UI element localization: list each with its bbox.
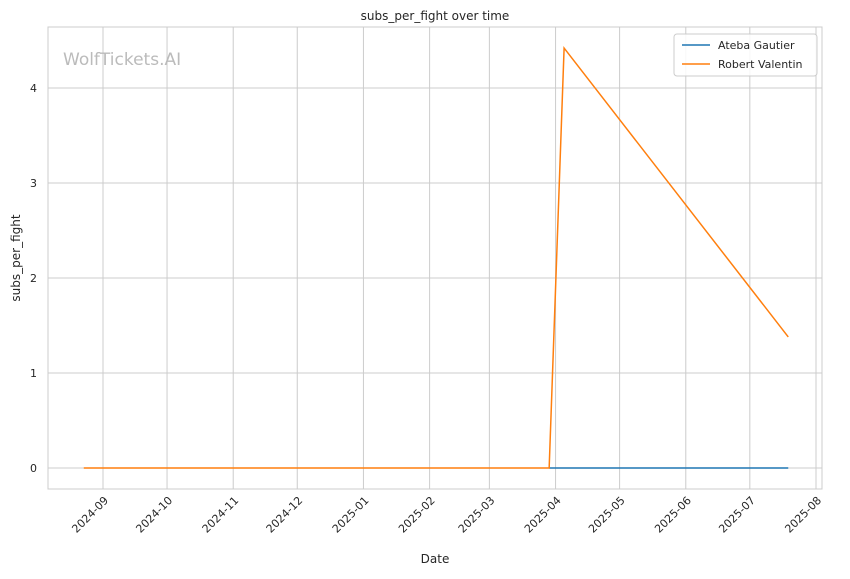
- y-tick-label: 4: [30, 82, 37, 95]
- series-lines: [83, 46, 789, 469]
- x-tick-label: 2025-05: [586, 494, 628, 536]
- x-tick-label: 2025-04: [522, 494, 564, 536]
- watermark: WolfTickets.AI: [63, 50, 181, 70]
- x-tick-label: 2024-10: [133, 494, 175, 536]
- x-tick-label: 2025-03: [456, 494, 498, 536]
- x-tick-label: 2025-07: [716, 494, 758, 536]
- legend: Ateba Gautier Robert Valentin: [673, 33, 818, 77]
- y-tick-labels: 0 1 2 3 4: [30, 82, 37, 475]
- y-tick-label: 1: [30, 367, 37, 380]
- x-tick-label: 2024-09: [69, 494, 111, 536]
- series-line-robert-valentin: [83, 46, 789, 469]
- grid: [48, 27, 822, 489]
- x-tick-label: 2025-08: [782, 494, 824, 536]
- x-tick-label: 2025-06: [652, 494, 694, 536]
- x-tick-label: 2025-01: [330, 494, 372, 536]
- legend-label-ateba-gautier: Ateba Gautier: [718, 39, 795, 52]
- x-tick-label: 2025-02: [396, 494, 438, 536]
- x-tick-label: 2024-12: [264, 494, 306, 536]
- chart-title: subs_per_fight over time: [361, 9, 510, 23]
- x-axis-label: Date: [421, 552, 450, 566]
- y-tick-label: 2: [30, 272, 37, 285]
- y-axis-label: subs_per_fight: [9, 214, 23, 301]
- y-tick-label: 3: [30, 177, 37, 190]
- legend-label-robert-valentin: Robert Valentin: [718, 58, 803, 71]
- plot-area: [47, 26, 823, 490]
- x-tick-labels: 2024-09 2024-10 2024-11 2024-12 2025-01 2025-…: [69, 494, 824, 536]
- x-tick-label: 2024-11: [200, 494, 242, 536]
- y-tick-label: 0: [30, 462, 37, 475]
